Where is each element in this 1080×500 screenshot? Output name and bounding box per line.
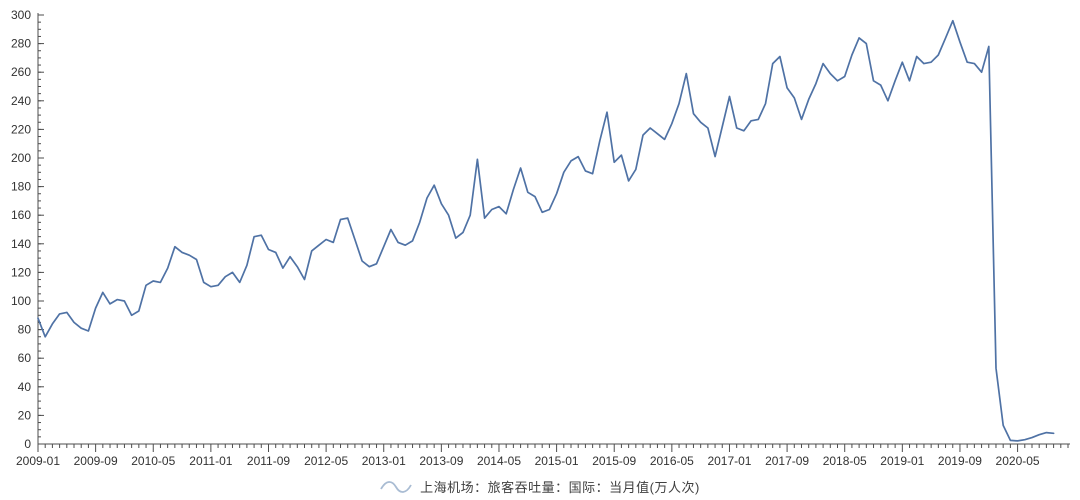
y-tick-label: 200 <box>11 151 31 165</box>
y-tick-label: 100 <box>11 294 31 308</box>
y-tick-label: 60 <box>18 351 32 365</box>
y-tick-label: 220 <box>11 122 31 136</box>
x-tick-label: 2016-05 <box>650 454 694 468</box>
x-tick-label: 2019-01 <box>880 454 924 468</box>
y-tick-label: 40 <box>18 380 32 394</box>
y-tick-label: 260 <box>11 65 31 79</box>
x-tick-label: 2017-01 <box>707 454 751 468</box>
x-tick-label: 2013-01 <box>362 454 406 468</box>
legend: 上海机场：旅客吞吐量：国际：当月值(万人次) <box>0 477 1080 496</box>
x-tick-label: 2017-09 <box>765 454 809 468</box>
y-tick-label: 20 <box>18 408 32 422</box>
x-tick-label: 2010-05 <box>131 454 175 468</box>
x-tick-label: 2015-01 <box>535 454 579 468</box>
y-tick-label: 280 <box>11 37 31 51</box>
x-tick-label: 2009-09 <box>74 454 118 468</box>
y-tick-label: 300 <box>11 8 31 22</box>
y-tick-label: 180 <box>11 180 31 194</box>
x-tick-label: 2015-09 <box>592 454 636 468</box>
x-axis: 2009-01 2009-09 2010-05 2011-01 2011-09 2012-… <box>16 443 1070 468</box>
x-tick-label: 2014-05 <box>477 454 521 468</box>
x-tick-label: 2013-09 <box>419 454 463 468</box>
x-tick-label: 2012-05 <box>304 454 348 468</box>
x-tick-label: 2009-01 <box>16 454 60 468</box>
y-tick-label: 0 <box>24 437 31 451</box>
x-tick-label: 2019-09 <box>938 454 982 468</box>
y-axis: 0 20 40 60 80 100 120 140 160 180 200 220 240 260 280 3… <box>11 8 44 451</box>
x-tick-label: 2018-05 <box>823 454 867 468</box>
y-tick-label: 160 <box>11 208 31 222</box>
x-tick-label: 2011-09 <box>247 454 290 468</box>
y-tick-label: 240 <box>11 94 31 108</box>
x-tick-label: 2011-01 <box>189 454 232 468</box>
legend-line-icon <box>380 480 412 493</box>
series-line <box>37 19 1055 442</box>
y-tick-label: 140 <box>11 237 31 251</box>
x-tick-label: 2020-05 <box>996 454 1040 468</box>
legend-series-label: 上海机场：旅客吞吐量：国际：当月值(万人次) <box>420 480 700 495</box>
y-tick-label: 80 <box>18 323 32 337</box>
y-tick-label: 120 <box>11 265 31 279</box>
line-chart-canvas: 0 20 40 60 80 100 120 140 160 180 200 220 240 260 280 3… <box>11 8 1070 468</box>
